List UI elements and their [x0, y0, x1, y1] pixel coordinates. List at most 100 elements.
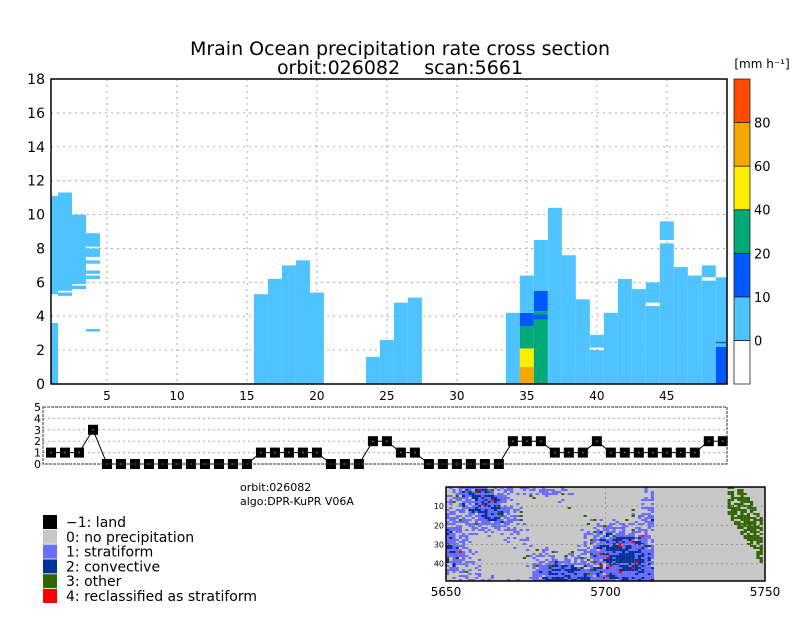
- map-pixel: [497, 503, 501, 505]
- map-pixel: [458, 555, 462, 557]
- map-pixel: [449, 487, 453, 489]
- type-marker-dot: [666, 451, 668, 454]
- map-pixel: [465, 519, 469, 521]
- map-pixel: [631, 569, 635, 571]
- map-pixel: [602, 551, 606, 553]
- map-pixel: [743, 499, 747, 501]
- map-pixel: [484, 491, 488, 493]
- map-pixel: [618, 539, 622, 541]
- map-pixel: [609, 541, 613, 543]
- map-pixel: [746, 539, 750, 541]
- map-pixel: [609, 555, 613, 557]
- map-pixel: [574, 561, 578, 563]
- map-pixel: [452, 517, 456, 519]
- map-pixel: [606, 575, 610, 577]
- map-pixel: [638, 569, 642, 571]
- map-pixel: [497, 519, 501, 521]
- map-pixel: [615, 575, 619, 577]
- map-pixel: [727, 499, 731, 501]
- map-pixel: [746, 519, 750, 521]
- map-pixel: [615, 577, 619, 579]
- map-pixel: [503, 509, 507, 511]
- map-pixel: [628, 537, 632, 539]
- map-pixel: [583, 561, 587, 563]
- map-pixel: [602, 529, 606, 531]
- map-pixel: [743, 523, 747, 525]
- rain-cell: [379, 339, 394, 384]
- map-pixel: [638, 579, 642, 581]
- map-pixel: [644, 513, 648, 515]
- map-pixel: [593, 571, 597, 573]
- map-pixel: [647, 555, 651, 557]
- map-pixel: [746, 517, 750, 519]
- map-pixel: [484, 493, 488, 495]
- map-pixel: [602, 539, 606, 541]
- map-pixel: [622, 561, 626, 563]
- map-pixel: [545, 491, 549, 493]
- map-pixel: [538, 573, 542, 575]
- map-pixel: [567, 577, 571, 579]
- map-pixel: [641, 565, 645, 567]
- map-pixel: [644, 565, 648, 567]
- map-pixel: [526, 537, 530, 539]
- map-pixel: [753, 535, 757, 537]
- map-pixel: [622, 533, 626, 535]
- map-pixel: [647, 571, 651, 573]
- map-pixel: [490, 495, 494, 497]
- map-pixel: [500, 525, 504, 527]
- map-pixel: [548, 555, 552, 557]
- map-pixel: [625, 539, 629, 541]
- map-pixel: [618, 533, 622, 535]
- map-pixel: [516, 579, 520, 581]
- map-pixel: [538, 553, 542, 555]
- map-pixel: [446, 515, 450, 517]
- map-pixel: [545, 493, 549, 495]
- map-pixel: [609, 575, 613, 577]
- map-pixel: [647, 545, 651, 547]
- map-pixel: [452, 551, 456, 553]
- map-pixel: [494, 503, 498, 505]
- map-pixel: [593, 547, 597, 549]
- map-pixel: [449, 539, 453, 541]
- map-pixel: [471, 513, 475, 515]
- map-pixel: [471, 495, 475, 497]
- map-pixel: [487, 499, 491, 501]
- map-pixel: [756, 557, 760, 559]
- map-pixel: [558, 563, 562, 565]
- map-pixel: [516, 531, 520, 533]
- map-pixel: [618, 545, 622, 547]
- map-pixel: [532, 563, 536, 565]
- rain-cell: [85, 270, 100, 274]
- rain-cell: [547, 207, 562, 384]
- map-pixel: [638, 575, 642, 577]
- map-pixel: [446, 501, 450, 503]
- map-pixel: [753, 523, 757, 525]
- map-pixel: [554, 571, 558, 573]
- type-marker-dot: [512, 440, 514, 442]
- map-pixel: [577, 577, 581, 579]
- map-pixel: [612, 561, 616, 563]
- map-pixel: [746, 543, 750, 545]
- map-pixel: [522, 487, 526, 489]
- map-pixel: [628, 579, 632, 581]
- map-pixel: [650, 519, 654, 521]
- map-pixel: [602, 527, 606, 529]
- map-pixel: [753, 531, 757, 533]
- map-pixel: [612, 527, 616, 529]
- map-pixel: [606, 559, 610, 561]
- map-pixel: [558, 501, 562, 503]
- map-pixel: [513, 509, 517, 511]
- map-pixel: [746, 525, 750, 527]
- map-pixel: [462, 503, 466, 505]
- map-pixel: [458, 497, 462, 499]
- map-pixel: [452, 549, 456, 551]
- map-pixel: [583, 557, 587, 559]
- map-pixel: [599, 541, 603, 543]
- map-pixel: [542, 491, 546, 493]
- map-pixel: [612, 531, 616, 533]
- map-pixel: [612, 545, 616, 547]
- map-pixel: [532, 575, 536, 577]
- map-pixel: [650, 555, 654, 557]
- map-pixel: [647, 565, 651, 567]
